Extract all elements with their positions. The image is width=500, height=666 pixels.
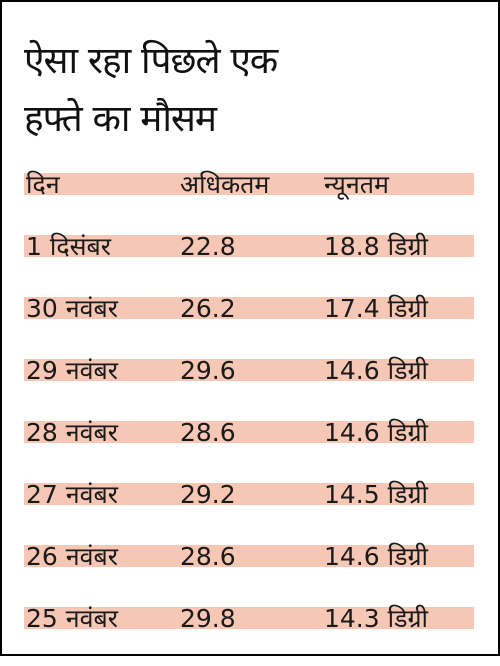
max-temp-cell: 29.2 bbox=[180, 480, 236, 509]
day-cell: 26 नवंबर bbox=[26, 542, 119, 571]
header-day: दिन bbox=[26, 170, 60, 199]
table-header-row: दिन अधिकतम न्यूनतम bbox=[24, 170, 474, 232]
day-cell: 1 दिसंबर bbox=[26, 232, 112, 261]
max-temp-cell: 26.2 bbox=[180, 294, 236, 323]
table-row: 30 नवंबर 26.2 17.4 डिग्री bbox=[24, 294, 474, 356]
table-row: 26 नवंबर 28.6 14.6 डिग्री bbox=[24, 542, 474, 604]
table-row: 27 नवंबर 29.2 14.5 डिग्री bbox=[24, 480, 474, 542]
header-max: अधिकतम bbox=[180, 170, 270, 199]
page-title: ऐसा रहा पिछले एक हफ्ते का मौसम bbox=[24, 32, 464, 148]
row-highlight bbox=[24, 297, 474, 319]
day-cell: 28 नवंबर bbox=[26, 418, 119, 447]
table-row: 25 नवंबर 29.8 14.3 डिग्री bbox=[24, 604, 474, 666]
day-cell: 25 नवंबर bbox=[26, 604, 119, 633]
row-highlight bbox=[24, 483, 474, 505]
min-temp-cell: 14.6 डिग्री bbox=[324, 356, 429, 385]
min-temp-cell: 14.5 डिग्री bbox=[324, 480, 429, 509]
table-row: 29 नवंबर 29.6 14.6 डिग्री bbox=[24, 356, 474, 418]
max-temp-cell: 28.6 bbox=[180, 542, 236, 571]
row-highlight bbox=[24, 173, 474, 195]
row-highlight bbox=[24, 545, 474, 567]
title-line-2: हफ्ते का मौसम bbox=[24, 97, 217, 140]
row-highlight bbox=[24, 235, 474, 257]
row-highlight bbox=[24, 421, 474, 443]
min-temp-cell: 14.6 डिग्री bbox=[324, 418, 429, 447]
title-line-1: ऐसा रहा पिछले एक bbox=[24, 39, 278, 82]
min-temp-cell: 14.3 डिग्री bbox=[324, 604, 429, 633]
max-temp-cell: 28.6 bbox=[180, 418, 236, 447]
day-cell: 27 नवंबर bbox=[26, 480, 119, 509]
min-temp-cell: 17.4 डिग्री bbox=[324, 294, 429, 323]
header-min: न्यूनतम bbox=[324, 170, 389, 199]
day-cell: 30 नवंबर bbox=[26, 294, 119, 323]
max-temp-cell: 29.6 bbox=[180, 356, 236, 385]
max-temp-cell: 22.8 bbox=[180, 232, 236, 261]
table-row: 1 दिसंबर 22.8 18.8 डिग्री bbox=[24, 232, 474, 294]
min-temp-cell: 14.6 डिग्री bbox=[324, 542, 429, 571]
day-cell: 29 नवंबर bbox=[26, 356, 119, 385]
row-highlight bbox=[24, 359, 474, 381]
table-row: 28 नवंबर 28.6 14.6 डिग्री bbox=[24, 418, 474, 480]
max-temp-cell: 29.8 bbox=[180, 604, 236, 633]
row-highlight bbox=[24, 607, 474, 629]
weather-table: दिन अधिकतम न्यूनतम 1 दिसंबर 22.8 18.8 डि… bbox=[24, 170, 474, 666]
min-temp-cell: 18.8 डिग्री bbox=[324, 232, 429, 261]
